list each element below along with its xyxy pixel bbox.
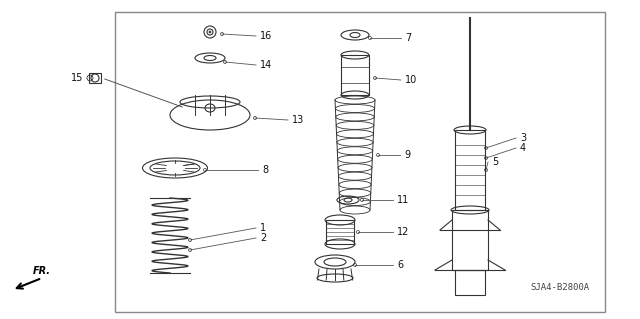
Bar xyxy=(455,270,485,295)
Bar xyxy=(341,55,369,95)
Bar xyxy=(455,130,485,210)
Text: SJA4-B2800A: SJA4-B2800A xyxy=(530,284,589,293)
Text: 1: 1 xyxy=(260,223,266,233)
Text: 4: 4 xyxy=(520,143,526,153)
Text: 8: 8 xyxy=(262,165,268,175)
Text: 3: 3 xyxy=(520,133,526,143)
Text: 9: 9 xyxy=(404,150,410,160)
Text: 15: 15 xyxy=(70,73,83,83)
Bar xyxy=(452,210,488,270)
Text: 11: 11 xyxy=(397,195,409,205)
Bar xyxy=(326,220,354,244)
Bar xyxy=(115,12,605,312)
Text: FR.: FR. xyxy=(33,266,51,276)
Text: 14: 14 xyxy=(260,60,272,70)
Text: 5: 5 xyxy=(492,157,499,167)
Text: 10: 10 xyxy=(405,75,417,85)
Text: 13: 13 xyxy=(292,115,304,125)
Circle shape xyxy=(209,31,211,33)
Text: 2: 2 xyxy=(260,233,266,243)
Text: 6: 6 xyxy=(397,260,403,270)
Bar xyxy=(89,73,101,83)
Text: 16: 16 xyxy=(260,31,272,41)
Text: 7: 7 xyxy=(405,33,412,43)
Text: 12: 12 xyxy=(397,227,410,237)
